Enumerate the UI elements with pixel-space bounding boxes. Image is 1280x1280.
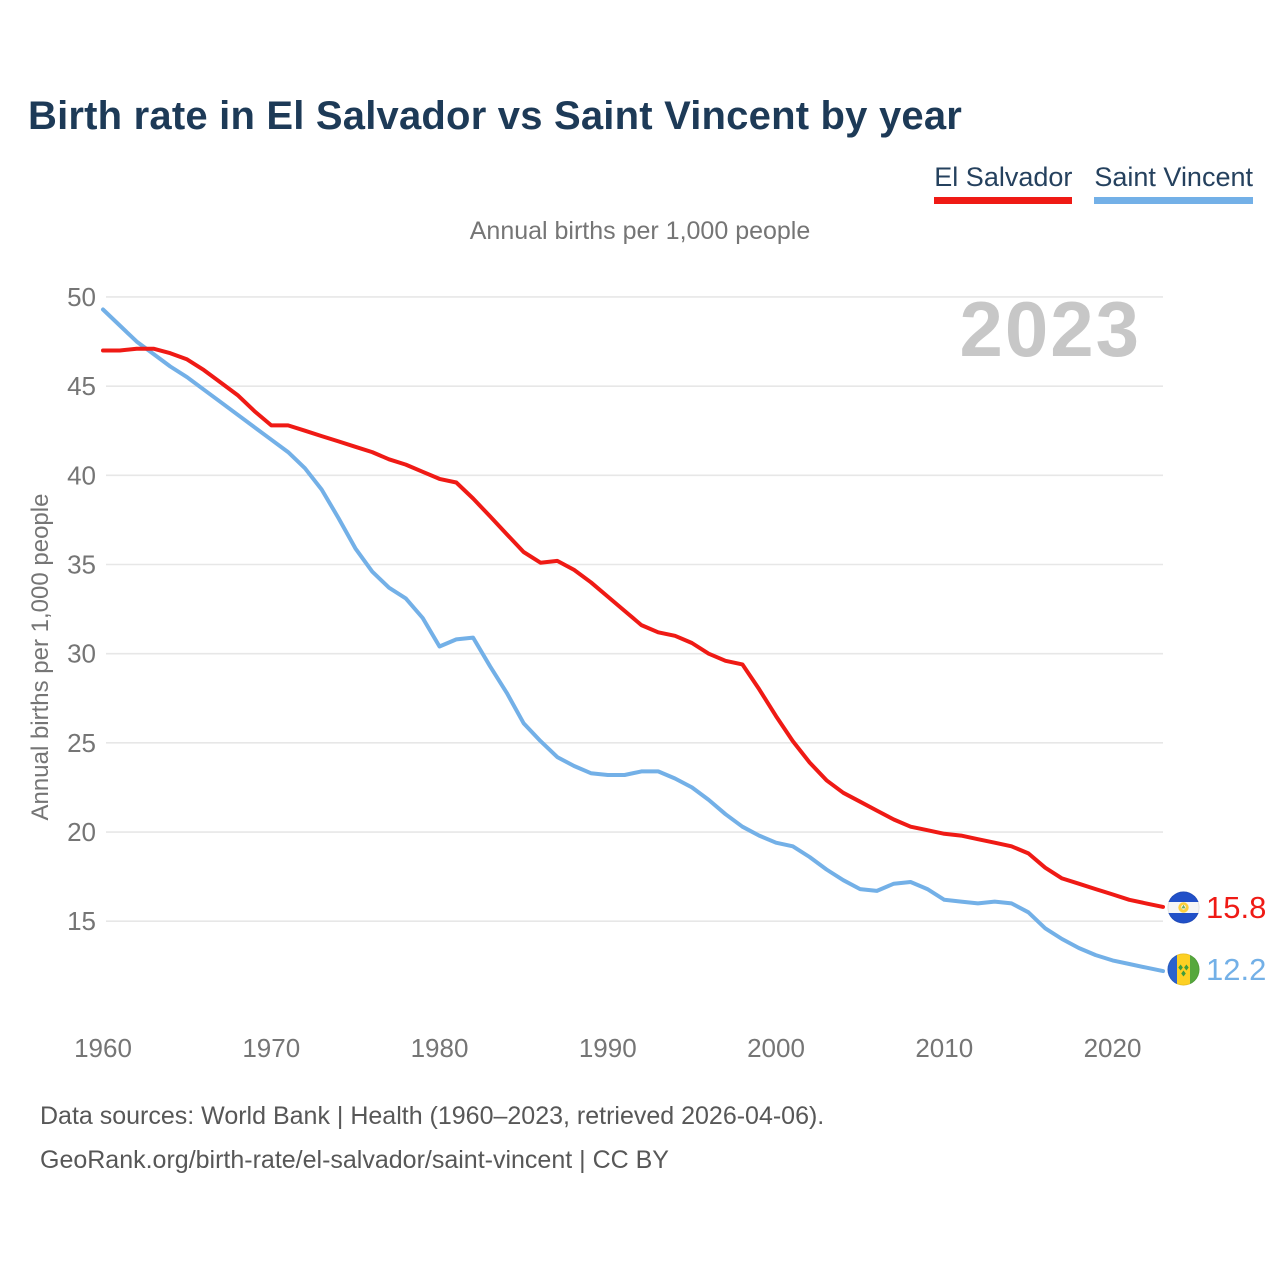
x-tick-2000: 2000	[747, 1033, 805, 1063]
el-salvador-flag-icon	[1167, 891, 1200, 924]
chart-subtitle: Annual births per 1,000 people	[469, 217, 811, 245]
legend-swatch-el-salvador	[934, 197, 1073, 204]
y-tick-40: 40	[67, 460, 96, 490]
footer-sources: Data sources: World Bank | Health (1960–…	[40, 1102, 825, 1130]
end-value-el-salvador: 15.8	[1206, 890, 1267, 925]
x-tick-2020: 2020	[1084, 1033, 1142, 1063]
series-line-el-salvador	[101, 346, 1165, 909]
x-tick-1980: 1980	[411, 1033, 469, 1063]
watermark-year: 2023	[959, 285, 1141, 373]
end-value-saint-vincent: 12.2	[1206, 952, 1267, 987]
y-tick-45: 45	[67, 371, 96, 401]
footer-attribution: GeoRank.org/birth-rate/el-salvador/saint…	[40, 1146, 669, 1174]
x-tick-1960: 1960	[74, 1033, 132, 1063]
legend-label-el-salvador: El Salvador	[934, 162, 1073, 192]
y-tick-50: 50	[67, 282, 96, 312]
legend-label-saint-vincent: Saint Vincent	[1094, 162, 1253, 192]
legend-item-el-salvador[interactable]: El Salvador	[934, 162, 1073, 204]
legend: El Salvador Saint Vincent	[934, 162, 1253, 204]
x-tick-1990: 1990	[579, 1033, 637, 1063]
legend-item-saint-vincent[interactable]: Saint Vincent	[1094, 162, 1253, 204]
x-tick-1970: 1970	[242, 1033, 300, 1063]
page-title: Birth rate in El Salvador vs Saint Vince…	[28, 94, 963, 138]
saint-vincent-flag-icon	[1167, 953, 1200, 986]
y-tick-30: 30	[67, 639, 96, 669]
legend-swatch-saint-vincent	[1094, 197, 1253, 204]
y-tick-35: 35	[67, 550, 96, 580]
series-line-saint-vincent	[101, 307, 1165, 974]
y-tick-25: 25	[67, 728, 96, 758]
y-tick-20: 20	[67, 817, 96, 847]
footer: Data sources: World Bank | Health (1960–…	[40, 1094, 824, 1182]
x-tick-2010: 2010	[915, 1033, 973, 1063]
y-tick-15: 15	[67, 906, 96, 936]
